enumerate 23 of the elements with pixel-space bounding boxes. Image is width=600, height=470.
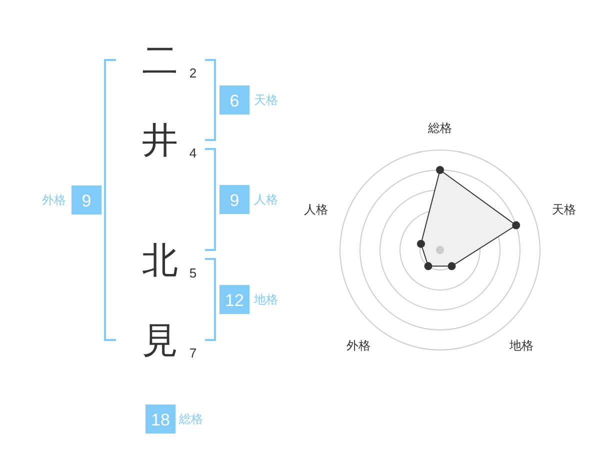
value: 9	[82, 192, 92, 210]
stroke-count: 5	[189, 266, 197, 280]
value: 18	[151, 410, 170, 430]
value: 6	[230, 92, 240, 110]
axis-label: 人格	[304, 202, 328, 217]
axis-label: 天格	[552, 202, 576, 217]
label: 地格	[254, 292, 278, 306]
name-char: 北	[142, 240, 178, 280]
label: 外格	[42, 193, 66, 207]
name-char: 井	[142, 120, 178, 160]
value: 9	[230, 191, 240, 210]
name-char: 二	[142, 40, 178, 80]
label: 総格	[179, 412, 203, 426]
value: 12	[225, 291, 244, 310]
label: 天格	[254, 93, 278, 107]
stroke-count: 2	[189, 66, 197, 80]
stroke-count: 4	[189, 146, 197, 160]
axis-label: 地格	[509, 338, 534, 352]
stroke-count: 7	[189, 346, 197, 360]
axis-label: 外格	[346, 338, 371, 352]
label: 人格	[254, 192, 278, 206]
name-char: 見	[142, 320, 178, 360]
axis-label: 総格	[428, 121, 452, 135]
